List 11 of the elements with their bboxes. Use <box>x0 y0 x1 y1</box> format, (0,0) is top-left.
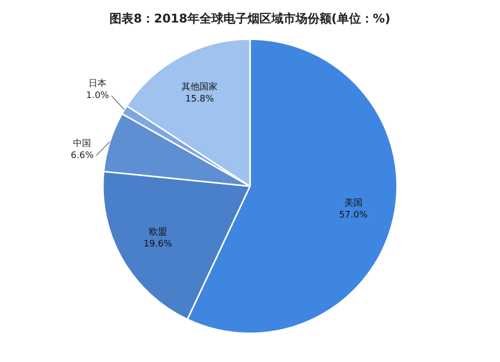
data-label: 19.6% <box>144 240 173 250</box>
data-label: 1.0% <box>86 91 110 102</box>
slice-label: 中国 <box>73 138 92 149</box>
slice-label: 其他国家 <box>182 81 218 92</box>
slice-label: 欧盟 <box>148 226 167 238</box>
data-label: 15.8% <box>185 94 214 104</box>
data-label: 57.0% <box>339 210 368 221</box>
slice-label: 日本 <box>88 78 107 90</box>
chart-title: 图表8：2018年全球电子烟区域市场份额(单位：%) <box>110 11 390 26</box>
slice-label: 美国 <box>344 198 362 209</box>
data-label: 6.6% <box>70 150 94 161</box>
